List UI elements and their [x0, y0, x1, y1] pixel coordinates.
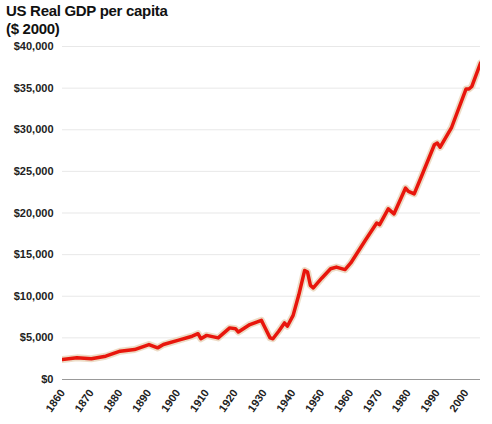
- svg-text:$25,000: $25,000: [14, 165, 54, 177]
- svg-text:1870: 1870: [72, 387, 96, 414]
- svg-text:$0: $0: [41, 373, 53, 385]
- svg-text:1920: 1920: [216, 387, 240, 414]
- svg-text:$35,000: $35,000: [14, 82, 54, 94]
- svg-text:1950: 1950: [303, 387, 327, 414]
- svg-text:1910: 1910: [187, 387, 211, 414]
- svg-text:$40,000: $40,000: [14, 40, 54, 52]
- svg-text:$30,000: $30,000: [14, 123, 54, 135]
- svg-text:1890: 1890: [130, 387, 154, 414]
- svg-text:$10,000: $10,000: [14, 290, 54, 302]
- svg-text:1940: 1940: [274, 387, 298, 414]
- svg-text:1930: 1930: [245, 387, 269, 414]
- html-text:($ 2000): ($ 2000): [6, 20, 60, 37]
- html-text:US Real GDP per capita: US Real GDP per capita: [6, 2, 168, 19]
- svg-text:1880: 1880: [101, 387, 125, 414]
- svg-text:$20,000: $20,000: [14, 207, 54, 219]
- svg-text:1980: 1980: [389, 387, 413, 414]
- svg-text:1990: 1990: [418, 387, 442, 414]
- svg-text:1960: 1960: [331, 387, 355, 414]
- svg-text:1860: 1860: [43, 387, 67, 414]
- svg-text:2000: 2000: [447, 387, 471, 414]
- svg-text:$5,000: $5,000: [20, 331, 54, 343]
- svg-text:$15,000: $15,000: [14, 248, 54, 260]
- svg-text:1970: 1970: [360, 387, 384, 414]
- svg-text:1900: 1900: [158, 387, 182, 414]
